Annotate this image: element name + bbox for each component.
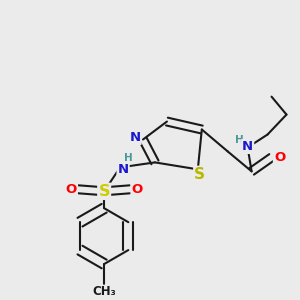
Text: O: O [274, 151, 285, 164]
Text: H: H [235, 136, 244, 146]
Text: H: H [124, 153, 133, 164]
Text: N: N [130, 131, 141, 144]
Text: O: O [66, 183, 77, 196]
Text: S: S [194, 167, 205, 182]
Text: N: N [242, 140, 253, 153]
Text: O: O [131, 183, 143, 196]
Text: CH₃: CH₃ [92, 285, 116, 298]
Text: N: N [118, 163, 129, 176]
Text: S: S [98, 184, 110, 199]
